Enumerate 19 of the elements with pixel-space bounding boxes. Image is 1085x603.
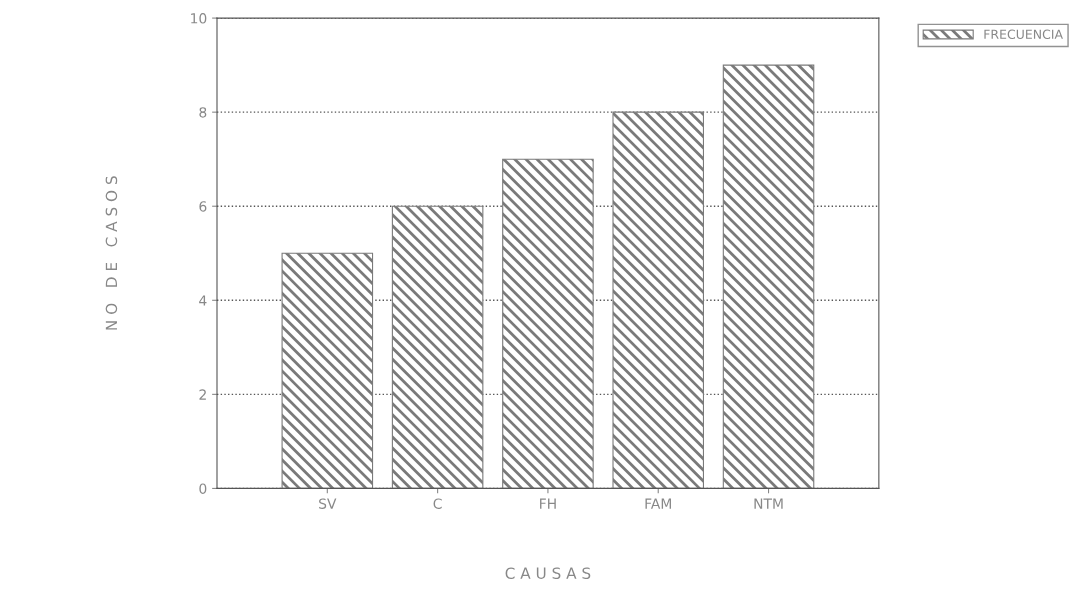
y-tick-label: 0 bbox=[199, 483, 207, 494]
x-tick-label: SV bbox=[319, 498, 337, 509]
bar bbox=[722, 64, 815, 489]
y-tick-label: 10 bbox=[191, 13, 207, 24]
bar bbox=[612, 111, 705, 489]
bar bbox=[391, 205, 484, 489]
y-tick-label: 6 bbox=[199, 201, 207, 212]
y-tick-label: 2 bbox=[199, 389, 206, 400]
y-tick-label: 8 bbox=[199, 107, 207, 118]
y-tick-label: 4 bbox=[199, 295, 207, 306]
x-tick-label: C bbox=[433, 498, 442, 509]
x-tick-label: FAM bbox=[645, 498, 671, 509]
y-axis-title: N O D E C A S O S bbox=[105, 176, 118, 330]
x-axis-title: C A U S A S bbox=[505, 567, 591, 579]
bar bbox=[502, 158, 594, 489]
legend-label: FRECUENCIA bbox=[984, 29, 1063, 40]
x-tick-label: NTM bbox=[754, 498, 783, 509]
bar bbox=[281, 252, 374, 489]
x-tick-label: FH bbox=[540, 498, 556, 509]
